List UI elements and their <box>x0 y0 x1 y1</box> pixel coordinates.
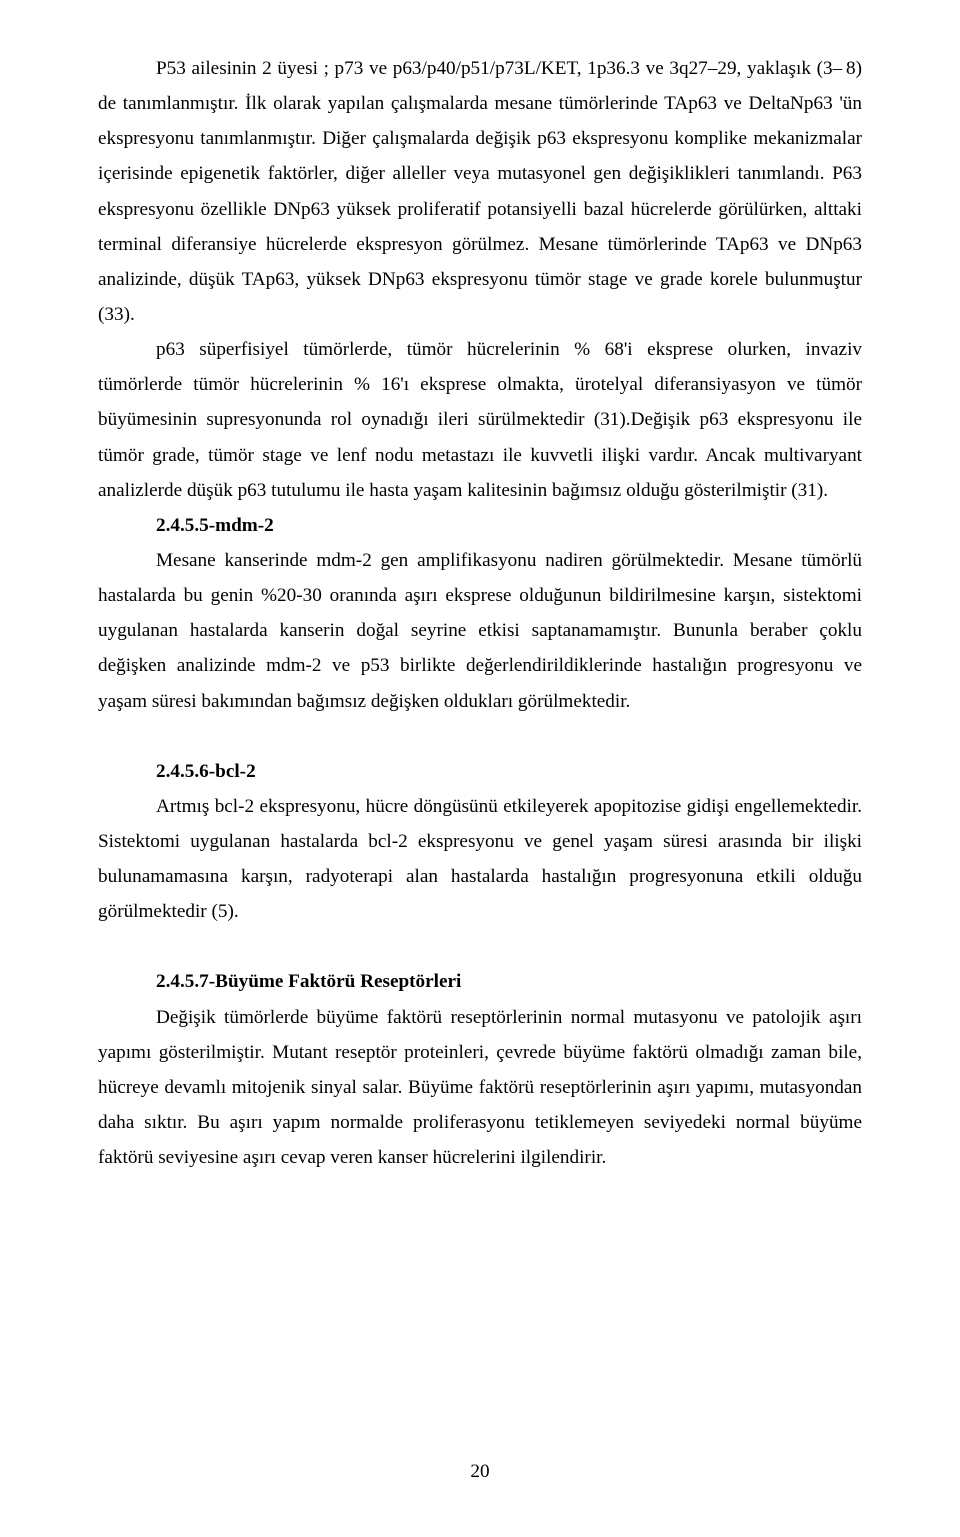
paragraph-4: Artmış bcl-2 ekspresyonu, hücre döngüsün… <box>98 789 862 930</box>
paragraph-3: Mesane kanserinde mdm-2 gen amplifikasyo… <box>98 543 862 719</box>
spacer <box>98 929 862 964</box>
document-page: P53 ailesinin 2 üyesi ; p73 ve p63/p40/p… <box>0 0 960 1537</box>
paragraph-2: p63 süperfisiyel tümörlerde, tümör hücre… <box>98 332 862 508</box>
spacer <box>98 719 862 754</box>
heading-mdm2: 2.4.5.5-mdm-2 <box>98 508 862 543</box>
heading-growth-factor: 2.4.5.7-Büyüme Faktörü Reseptörleri <box>98 964 862 999</box>
heading-bcl2: 2.4.5.6-bcl-2 <box>98 754 862 789</box>
page-number: 20 <box>0 1454 960 1489</box>
paragraph-5: Değişik tümörlerde büyüme faktörü resept… <box>98 1000 862 1176</box>
paragraph-1: P53 ailesinin 2 üyesi ; p73 ve p63/p40/p… <box>98 51 862 332</box>
